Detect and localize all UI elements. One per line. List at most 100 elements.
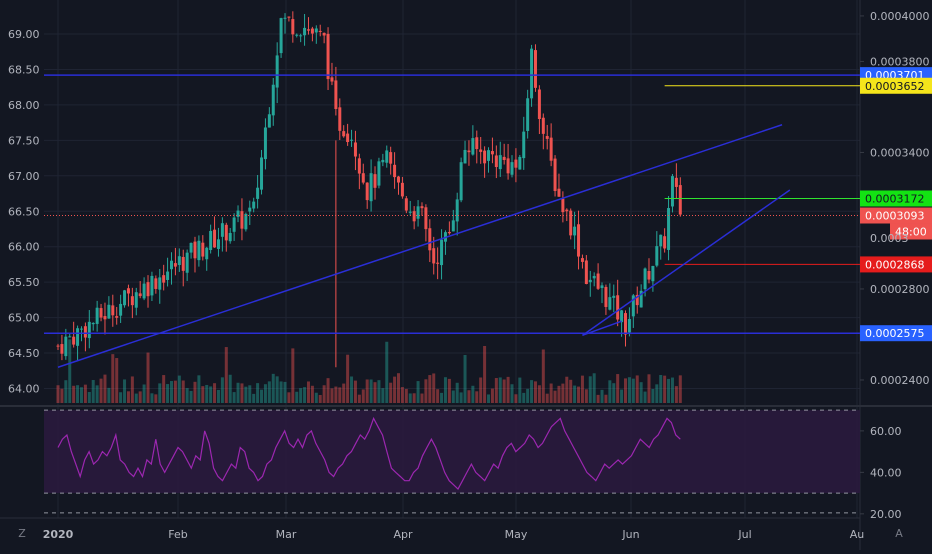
volume-bar: [397, 373, 400, 403]
volume-bar: [95, 385, 99, 403]
candle-body: [68, 336, 72, 338]
price-tag-box: [860, 325, 932, 342]
candle-body: [83, 326, 87, 338]
volume-bar: [385, 341, 389, 403]
rsi-axis-tick-label: 20.00: [870, 508, 902, 521]
volume-bar: [170, 381, 173, 403]
candle-body: [553, 158, 557, 192]
volume-bar: [271, 373, 275, 403]
candle-body: [365, 182, 369, 201]
volume-bar: [162, 375, 166, 403]
volume-bar: [510, 384, 514, 403]
candle-body: [303, 27, 307, 36]
volume-bar: [283, 381, 287, 403]
candle-body: [166, 271, 170, 280]
volume-bar: [314, 392, 318, 403]
candle-body: [60, 344, 64, 354]
volume-bar: [475, 391, 479, 403]
candle-body: [502, 156, 506, 160]
candle-body: [526, 98, 530, 131]
candle-body: [385, 150, 389, 163]
candle-body: [119, 303, 123, 316]
candle-body: [471, 138, 475, 155]
candle-body: [612, 295, 616, 298]
volume-bar: [56, 385, 60, 403]
candle-body: [197, 240, 201, 261]
volume-bar: [463, 354, 467, 403]
volume-bar: [428, 375, 432, 403]
candle-body: [369, 173, 373, 202]
candle-body: [322, 32, 326, 36]
volume-bar: [530, 380, 534, 403]
volume-bar: [150, 393, 154, 403]
candle-body: [334, 80, 338, 110]
candle-body: [506, 158, 510, 174]
volume-bar: [502, 379, 506, 403]
time-axis-tick-label: Au: [850, 528, 865, 541]
timezone-z-icon[interactable]: Z: [18, 527, 26, 540]
volume-bar: [553, 390, 557, 403]
volume-bar: [306, 381, 310, 403]
volume-bar: [624, 378, 627, 403]
volume-bar: [592, 373, 596, 403]
candle-body: [267, 114, 271, 128]
volume-bar: [408, 393, 412, 403]
volume-bar: [447, 378, 451, 403]
volume-bar: [467, 390, 471, 403]
candle-body: [287, 16, 291, 18]
volume-bar: [357, 394, 361, 403]
volume-bar: [440, 392, 444, 403]
candle-body: [400, 182, 404, 197]
candle-body: [64, 336, 68, 357]
volume-bar: [389, 382, 393, 403]
volume-bar: [130, 376, 134, 403]
candle-body: [189, 242, 193, 253]
left-axis-tick-label: 68.50: [8, 63, 40, 76]
candle-body: [260, 157, 264, 190]
volume-bar: [260, 389, 264, 403]
candle-body: [522, 131, 526, 159]
trendline: [582, 189, 791, 336]
candle-body: [291, 19, 295, 35]
candle-body: [115, 316, 119, 318]
candle-body: [651, 265, 655, 282]
volume-bar: [490, 388, 494, 403]
candles: [56, 11, 682, 368]
candle-body: [240, 211, 244, 229]
volume-bar: [604, 394, 608, 403]
candle-body: [549, 137, 553, 161]
candle-body: [530, 48, 534, 99]
candle-body: [275, 55, 279, 88]
volume-bar: [173, 380, 177, 403]
rsi-axis: 60.00 40.00 20.00: [860, 425, 902, 521]
volume-bar: [436, 389, 440, 403]
candle-body: [361, 173, 365, 183]
candle-body: [56, 345, 60, 347]
right-axis-tick-label: 0.0003400: [870, 146, 930, 159]
right-price-axis: 0.0004000 0.0003800 0.0003400 0.0002800 0.00…: [860, 10, 930, 387]
candle-body: [346, 133, 350, 143]
volume-bar: [126, 391, 130, 403]
volume-bar: [565, 376, 569, 403]
volume-bar: [584, 389, 588, 403]
price-tag-box: [860, 256, 932, 273]
volume-bar: [569, 379, 573, 403]
volume-bar: [216, 389, 220, 403]
volume-bar: [197, 375, 201, 403]
candle-body: [577, 224, 581, 257]
candle-body: [158, 277, 162, 290]
candle-body: [545, 136, 549, 139]
volume-bar: [588, 376, 592, 403]
time-axis-tick-label: Jun: [621, 528, 639, 541]
candle-body: [256, 187, 260, 199]
volume-bar: [189, 390, 193, 403]
candle-body: [397, 176, 400, 183]
candle-body: [216, 239, 220, 249]
candle-body: [514, 159, 518, 168]
candle-body: [142, 283, 146, 299]
volume-bar: [177, 375, 181, 403]
volume-bar: [205, 384, 209, 403]
volume-bar: [142, 384, 146, 403]
auto-scale-icon[interactable]: A: [895, 527, 903, 540]
